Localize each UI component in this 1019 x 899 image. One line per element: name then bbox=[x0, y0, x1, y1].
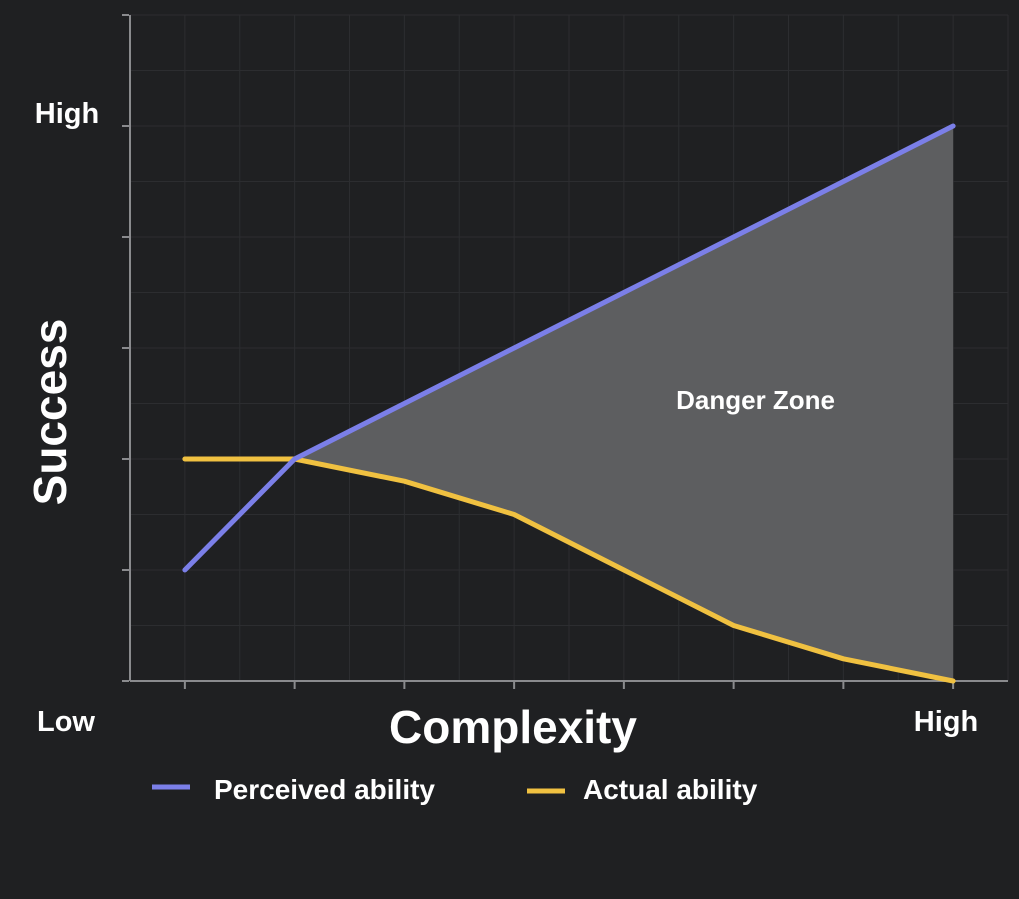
danger-zone-label: Danger Zone bbox=[676, 385, 835, 415]
y-tick-label-high: High bbox=[35, 98, 99, 130]
series-line-perceived-ability bbox=[182, 123, 956, 573]
x-axis-title: Complexity bbox=[389, 701, 637, 753]
legend-label-perceived-ability: Perceived ability bbox=[214, 774, 435, 805]
legend-label-actual-ability: Actual ability bbox=[583, 774, 758, 805]
series-line-actual-ability bbox=[182, 456, 956, 684]
x-tick-label-low: Low bbox=[37, 706, 95, 738]
ticks bbox=[122, 14, 955, 689]
danger-zone-fill bbox=[294, 126, 954, 681]
x-tick-label-high: High bbox=[914, 706, 978, 738]
legend: Perceived ability Actual ability bbox=[152, 774, 758, 805]
series-lines bbox=[182, 123, 956, 684]
y-axis-title: Success bbox=[24, 319, 76, 506]
axes bbox=[129, 15, 1008, 682]
danger-zone-area bbox=[294, 126, 954, 681]
